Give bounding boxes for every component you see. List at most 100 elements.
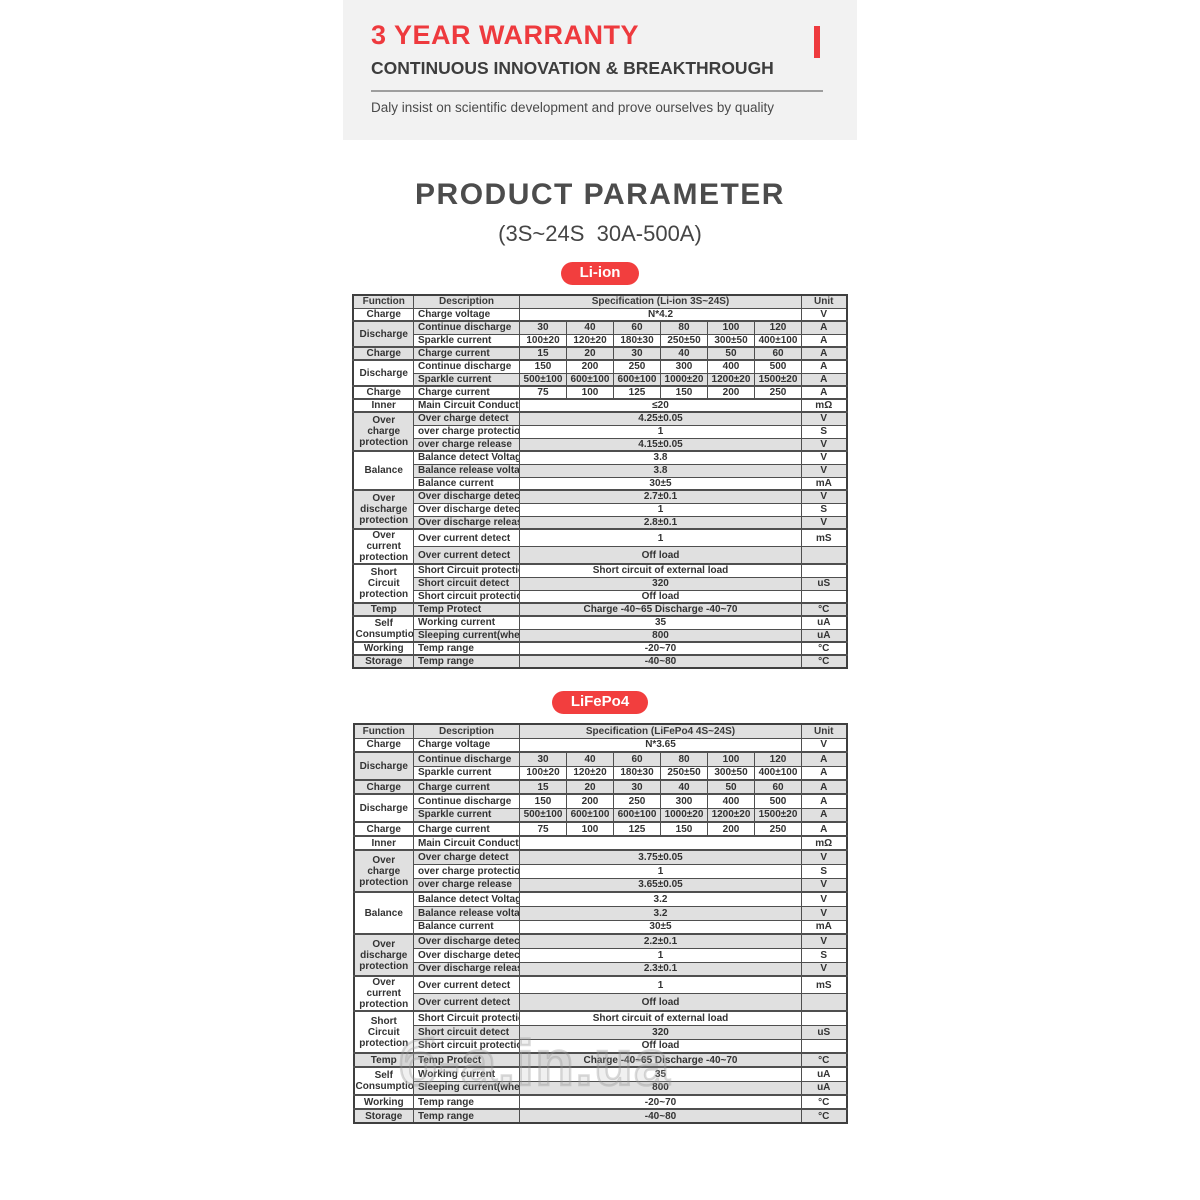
col-header-unit: Unit xyxy=(801,294,848,309)
description-cell: Balance detect Voltage xyxy=(413,891,520,907)
unit-cell: mΩ xyxy=(801,398,848,413)
value-cell: 60 xyxy=(613,751,661,767)
col-header-specification: Specification (LiFePo4 4S~24S) xyxy=(519,723,802,739)
value-cell: 1 xyxy=(518,502,803,517)
unit-cell xyxy=(801,546,848,565)
table-row: Over current protection Over current dete… xyxy=(352,528,848,565)
description-cell: Over discharge detect xyxy=(413,947,520,963)
description-cell: Over current detect xyxy=(412,546,520,565)
unit-cell: S xyxy=(801,863,847,879)
function-cell: Discharge xyxy=(353,793,414,823)
description-cell: Over charge detect xyxy=(412,411,520,426)
col-header-function: Function xyxy=(353,723,414,739)
unit-cell: V xyxy=(801,849,847,865)
table-row: Charge Charge current 15 20 30 40 50 60 A xyxy=(353,779,847,795)
value-cell: 200 xyxy=(566,793,614,809)
value-cell: 3.8 xyxy=(518,463,803,478)
spec-table-lifepo4: Function Description Specification (LiFePo… xyxy=(352,723,848,1124)
unit-cell: A xyxy=(801,821,847,837)
value-cell: 75 xyxy=(519,821,567,837)
description-cell: Over discharge detect xyxy=(413,933,520,949)
unit-cell: uA xyxy=(801,615,848,630)
table-row: Short Circuit protection Short Circuit pr… xyxy=(353,1010,847,1054)
unit-cell: A xyxy=(801,751,847,767)
table-row: Over current detect Off load xyxy=(353,546,848,565)
table-row: Temp Temp Protect Charge -40~65 Discharge … xyxy=(352,602,848,617)
unit-cell: mS xyxy=(801,975,847,994)
value-cell: 15 xyxy=(519,779,567,795)
value-cell: 20 xyxy=(566,779,614,795)
unit-cell: uA xyxy=(801,1066,847,1082)
table-row: Balance release voltage3.8V xyxy=(353,463,848,478)
value-cell: 180±30 xyxy=(613,765,661,781)
table-row: Self Consumptio Working current 35 uA xyxy=(353,1066,847,1096)
value-cell: 15 xyxy=(518,346,567,361)
description-cell: Over discharge release xyxy=(412,515,520,530)
description-cell: Continue discharge xyxy=(413,793,520,809)
table-row: Self Consumptio Working current 35 uA xyxy=(352,615,848,643)
unit-cell: V xyxy=(801,411,848,426)
unit-cell xyxy=(801,1038,847,1054)
description-cell: Working current xyxy=(412,615,520,630)
description-cell: over charge release xyxy=(412,437,520,452)
value-cell: 60 xyxy=(612,320,661,335)
unit-cell: S xyxy=(801,424,848,439)
unit-cell: V xyxy=(801,450,848,465)
value-cell: 120 xyxy=(754,751,802,767)
value-cell: 1000±20 xyxy=(660,807,708,823)
description-cell: Over current detect xyxy=(413,975,520,994)
description-cell: Balance detect Voltage xyxy=(412,450,520,465)
unit-cell: uS xyxy=(801,576,848,591)
description-cell: Temp range xyxy=(412,641,520,656)
description-cell: Main Circuit Conduct xyxy=(412,398,520,413)
function-cell: Working xyxy=(353,1094,414,1110)
table-row: Over discharge release 2.8±0.1 V xyxy=(353,515,848,530)
value-cell: 500±100 xyxy=(518,372,567,387)
value-cell: 1 xyxy=(518,528,803,547)
value-cell: 600±100 xyxy=(612,372,661,387)
description-cell: Temp range xyxy=(413,1108,520,1124)
value-cell: 2.3±0.1 xyxy=(519,961,802,977)
col-header-function: Function xyxy=(352,294,414,309)
unit-cell: S xyxy=(801,947,847,963)
function-cell: Temp xyxy=(353,1052,414,1068)
unit-cell: °C xyxy=(801,1094,847,1110)
unit-cell: S xyxy=(801,502,848,517)
col-header-description: Description xyxy=(413,723,520,739)
table-row: Charge Charge current 75 100 125 150 200 250 A xyxy=(353,821,847,837)
value-cell: 40 xyxy=(659,346,708,361)
unit-cell: uA xyxy=(801,628,848,643)
table-row: Over discharge protection Over discharge … xyxy=(352,489,848,530)
table-row: Working Temp range -20~70 °C xyxy=(352,641,848,656)
value-cell: 3.8 xyxy=(518,450,803,465)
value-cell: 300±50 xyxy=(707,765,755,781)
unit-cell: mA xyxy=(801,919,847,935)
description-cell: Short circuit protection xyxy=(413,1038,520,1054)
value-cell: Off load xyxy=(518,589,803,604)
value-cell: 100 xyxy=(706,320,755,335)
col-header-description: Description xyxy=(412,294,520,309)
value-cell: 500 xyxy=(753,359,803,374)
table-row: Sparkle current 500±100 600±100 600±100 1000… xyxy=(354,807,847,823)
table-row: Charge Charge voltage N*4.2 V xyxy=(352,307,848,322)
unit-cell: A xyxy=(801,320,848,335)
table-row: Short circuit detect 320 uS xyxy=(353,576,848,591)
function-cell: Discharge xyxy=(353,751,414,781)
value-cell: 125 xyxy=(612,385,661,400)
page-title: PRODUCT PARAMETER xyxy=(415,178,785,211)
hero-divider xyxy=(371,90,823,92)
value-cell: 20 xyxy=(565,346,614,361)
value-cell: 50 xyxy=(707,779,755,795)
table-row: Over charge protection Over charge detect… xyxy=(352,411,848,452)
unit-cell: mΩ xyxy=(801,835,847,851)
table-row: over charge release 4.15±0.05 V xyxy=(353,437,848,452)
description-cell: Balance release voltage xyxy=(413,905,520,921)
unit-cell: V xyxy=(801,737,847,753)
value-cell: 300±50 xyxy=(706,333,755,348)
description-cell: Sparkle current xyxy=(412,333,520,348)
function-cell: Inner xyxy=(353,835,414,851)
function-cell: Charge xyxy=(353,737,414,753)
unit-cell xyxy=(801,563,848,578)
table-row: Balance release voltage3.2V xyxy=(354,905,847,921)
value-cell: 200 xyxy=(706,385,755,400)
